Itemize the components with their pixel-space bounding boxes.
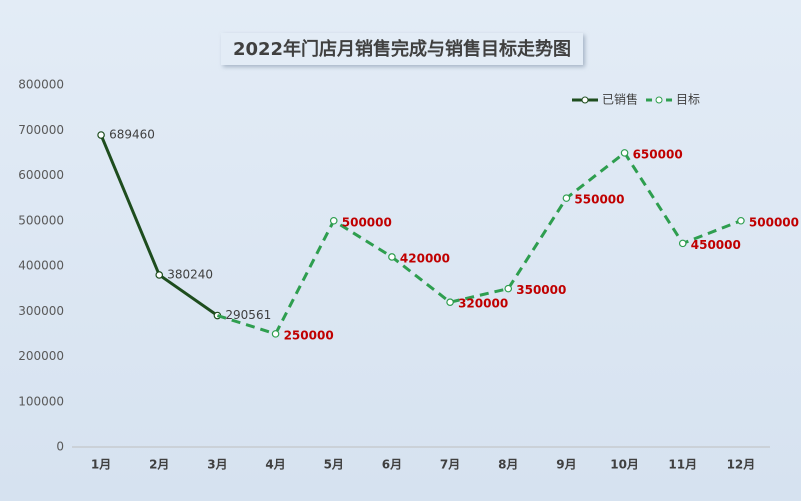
x-tick-label: 9月	[556, 458, 576, 472]
y-tick-label: 200000	[18, 349, 64, 363]
x-tick-label: 11月	[668, 458, 697, 472]
data-label: 650000	[633, 147, 683, 161]
data-label: 320000	[458, 297, 508, 311]
x-tick-label: 6月	[382, 458, 402, 472]
y-tick-label: 0	[56, 440, 64, 454]
point	[388, 253, 396, 261]
title-box	[221, 33, 583, 65]
data-label: 450000	[691, 238, 741, 252]
x-tick-label: 8月	[498, 458, 518, 472]
point	[155, 271, 164, 279]
point	[97, 131, 105, 139]
data-label: 500000	[342, 215, 392, 229]
point	[678, 239, 687, 248]
series-line	[274, 150, 742, 335]
point	[737, 216, 745, 225]
data-label: 500000	[749, 215, 799, 229]
y-tick-label: 700000	[18, 123, 64, 137]
y-tick-label: 300000	[18, 304, 64, 318]
y-tick-label: 500000	[18, 213, 64, 227]
x-tick-label: 1月	[91, 458, 111, 472]
point	[446, 298, 454, 307]
data-label: 550000	[574, 193, 624, 207]
data-label: 350000	[516, 283, 566, 297]
data-label: 380240	[167, 267, 213, 281]
data-label: 250000	[284, 328, 334, 342]
x-tick-label: 4月	[265, 458, 285, 472]
y-tick-label: 600000	[18, 168, 64, 182]
chart-title: 2022年门店月销售完成与销售目标走势图	[233, 38, 571, 60]
x-tick-label: 7月	[440, 458, 460, 472]
legend-marker	[655, 96, 663, 104]
point	[562, 194, 571, 202]
x-tick-label: 10月	[610, 458, 639, 472]
x-tick-label: 2月	[149, 458, 169, 472]
legend-marker	[581, 96, 589, 104]
y-tick-label: 100000	[18, 394, 64, 408]
data-label: 290561	[225, 308, 271, 322]
legend-label: 目标	[676, 93, 700, 107]
data-label: 420000	[400, 251, 450, 265]
point	[329, 216, 338, 225]
data-label: 689460	[109, 128, 155, 142]
y-tick-label: 800000	[18, 78, 64, 92]
legend-label: 已销售	[602, 92, 638, 107]
connector	[216, 314, 277, 336]
x-tick-label: 5月	[324, 458, 344, 472]
point	[620, 149, 629, 157]
x-tick-label: 12月	[727, 458, 756, 472]
point	[271, 330, 280, 338]
y-tick-label: 400000	[18, 259, 64, 273]
x-tick-label: 3月	[207, 458, 227, 472]
point	[504, 284, 513, 293]
